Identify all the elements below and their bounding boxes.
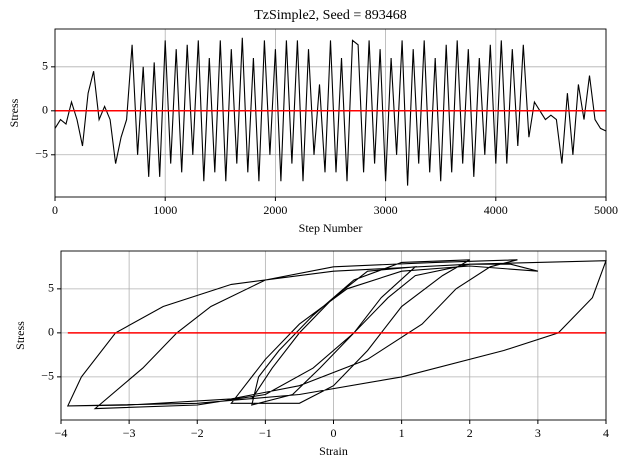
x-tick-label: −3 [123, 426, 136, 440]
y-tick-label: −5 [41, 369, 54, 383]
y-tick-label: 5 [48, 281, 54, 295]
x-tick-label: −1 [259, 426, 272, 440]
x-axis-label: Strain [319, 444, 348, 458]
chart-title: TzSimple2, Seed = 893468 [254, 8, 407, 23]
y-tick-label: 0 [48, 325, 54, 339]
x-tick-label: 1000 [153, 203, 177, 217]
y-tick-label: 5 [42, 59, 48, 73]
y-tick-label: 0 [42, 103, 48, 117]
x-tick-label: 2000 [263, 203, 287, 217]
y-tick-label: −5 [35, 147, 48, 161]
y-axis-label: Stress [7, 98, 21, 127]
x-tick-label: 4 [603, 426, 609, 440]
x-tick-label: −2 [191, 426, 204, 440]
x-tick-label: 1 [399, 426, 405, 440]
y-axis-label: Stress [13, 321, 27, 350]
x-tick-label: −4 [55, 426, 68, 440]
x-tick-label: 2 [467, 426, 473, 440]
x-tick-label: 5000 [594, 203, 618, 217]
x-axis-label: Step Number [299, 221, 363, 235]
x-tick-label: 3 [535, 426, 541, 440]
line [66, 259, 607, 410]
x-tick-label: 0 [331, 426, 337, 440]
line [54, 37, 607, 186]
x-tick-label: 0 [52, 203, 58, 217]
x-tick-label: 4000 [484, 203, 508, 217]
x-tick-label: 3000 [374, 203, 398, 217]
axes-frame [54, 28, 607, 198]
axes-frame [60, 250, 607, 421]
